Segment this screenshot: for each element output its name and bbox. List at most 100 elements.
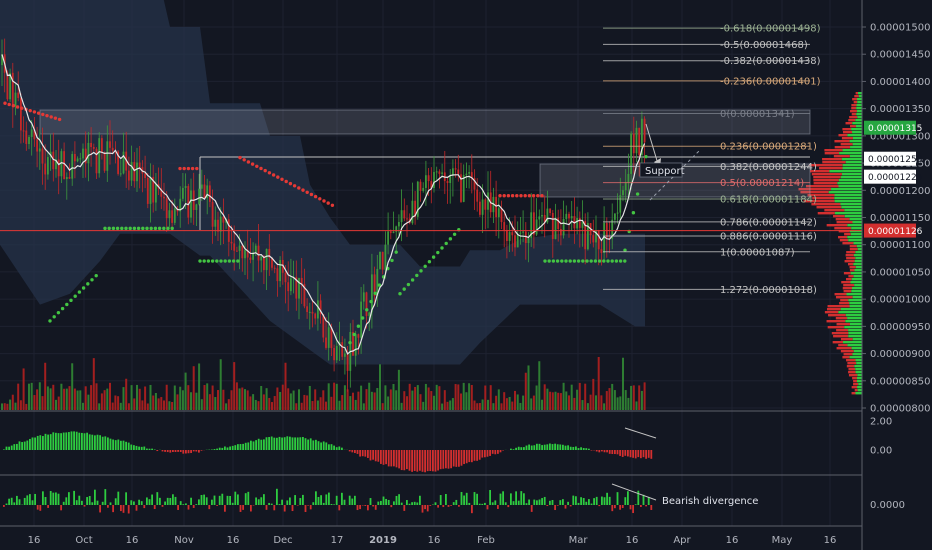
oscillator-1-bar (39, 435, 42, 450)
oscillator-1-bar (341, 447, 343, 450)
fib-level-label: -0.5(0.00001468) (720, 40, 808, 51)
sar-dot (330, 203, 335, 207)
oscillator-1-bar (528, 444, 530, 450)
oscillator-1-bar (133, 445, 135, 450)
candle-body (638, 127, 641, 155)
oscillator-2-bar (52, 492, 55, 505)
volume-bar (597, 357, 600, 410)
volume-bar (214, 397, 217, 410)
oscillator-2-bar (338, 505, 341, 511)
candle-body (244, 250, 246, 259)
oscillator-2-bar (523, 493, 525, 505)
volume-bar (119, 402, 122, 410)
oscillator-2-bar (94, 489, 96, 505)
sar-dot (292, 184, 297, 188)
volume-profile-bar (824, 152, 840, 155)
oscillator-2-bar (374, 505, 377, 510)
oscillator-2-bar (270, 503, 273, 505)
volume-profile-bar (854, 95, 859, 98)
sar-dot (360, 316, 365, 320)
volume-bar (230, 390, 233, 410)
sar-dot (506, 194, 511, 198)
oscillator-1-bar (86, 432, 88, 450)
sar-dot (318, 197, 322, 201)
oscillator-1-bar (325, 442, 328, 450)
oscillator-1-tick-label: 2.00 (870, 417, 892, 428)
oscillator-2-bar (291, 505, 294, 512)
volume-profile-bar (816, 206, 842, 209)
oscillator-1-trendline (624, 427, 657, 439)
volume-bar (322, 390, 325, 410)
volume-profile-bar (852, 221, 862, 224)
volume-bar (330, 396, 333, 410)
oscillator-1-bar (549, 443, 551, 450)
oscillator-1-bar (112, 439, 114, 450)
oscillator-1-bar (398, 450, 400, 469)
oscillator-1-bar (174, 450, 177, 453)
volume-bar (419, 394, 422, 410)
sar-dot (452, 232, 457, 236)
sar-dot (623, 259, 627, 263)
candle-body (163, 196, 165, 199)
oscillator-1-bar (426, 450, 429, 472)
oscillator-2-bar (359, 505, 361, 510)
volume-profile-bar (855, 371, 862, 374)
volume-bar (576, 389, 579, 410)
price-axis[interactable]: 0.00001500 0.00001450 0.00001400 0.00001350… (862, 23, 930, 415)
volume-bar (416, 385, 419, 410)
oscillator-2-bar (408, 503, 411, 505)
price-tick-label: 0.00001450 (870, 50, 930, 61)
oscillator-2-bar (109, 502, 112, 505)
oscillator-1-bar (276, 437, 278, 450)
oscillator-1-bar (244, 442, 247, 450)
candle-body (411, 200, 414, 224)
time-tick-label: 16 (28, 535, 41, 546)
fib-retracement[interactable]: -0.618(0.00001498) -0.5(0.00001468) -0.382… (603, 24, 821, 296)
oscillator-1-bar (486, 450, 489, 457)
oscillator-2-bar (390, 505, 393, 508)
volume-bar (289, 393, 292, 410)
candle-body (184, 186, 187, 188)
oscillator-2-bar (255, 497, 257, 505)
oscillator-1-bar (510, 448, 512, 450)
volume-bar (465, 392, 468, 410)
sar-dot (86, 282, 90, 286)
time-axis[interactable]: 16 Oct 16 Nov 16 Dec 17 2019 16 Feb Mar 16 Apr 16 May 1… (28, 535, 837, 546)
oscillator-1-bar (517, 446, 520, 450)
volume-bar (624, 390, 627, 410)
volume-profile-bar (826, 320, 846, 323)
oscillator-1-bar (226, 447, 229, 450)
oscillator-1-bar (200, 450, 203, 451)
volume-profile-bar (842, 167, 862, 170)
volume-bar (600, 395, 603, 410)
volume-bar (95, 383, 98, 410)
candle-body (595, 230, 597, 243)
volume-bar (138, 388, 141, 410)
volume-bar (427, 387, 430, 410)
sar-dot (644, 154, 648, 159)
volume-profile-bar (849, 140, 862, 143)
volume-profile-bar (848, 119, 856, 122)
volume-bar (519, 402, 522, 410)
candle-body (533, 212, 535, 235)
volume-profile-bar (851, 386, 858, 389)
oscillator-1-bar (23, 441, 26, 450)
time-tick-label: 16 (726, 535, 739, 546)
volume-bar (144, 386, 147, 410)
sar-dot (60, 306, 65, 311)
sar-dot (11, 103, 16, 108)
sar-dot (543, 259, 547, 263)
volume-bar (136, 384, 138, 410)
sar-dot (20, 106, 24, 110)
oscillator-1-bar (299, 437, 302, 450)
volume-profile-bar (846, 257, 856, 260)
candle-body (524, 231, 527, 244)
candle-body (468, 172, 470, 174)
oscillator-1-bar (614, 450, 616, 455)
candle-body (387, 231, 389, 245)
volume-profile-bar (851, 227, 862, 230)
candle-body (133, 162, 136, 182)
oscillator-2-bar (73, 490, 75, 505)
volume-profile-bar (855, 92, 859, 95)
